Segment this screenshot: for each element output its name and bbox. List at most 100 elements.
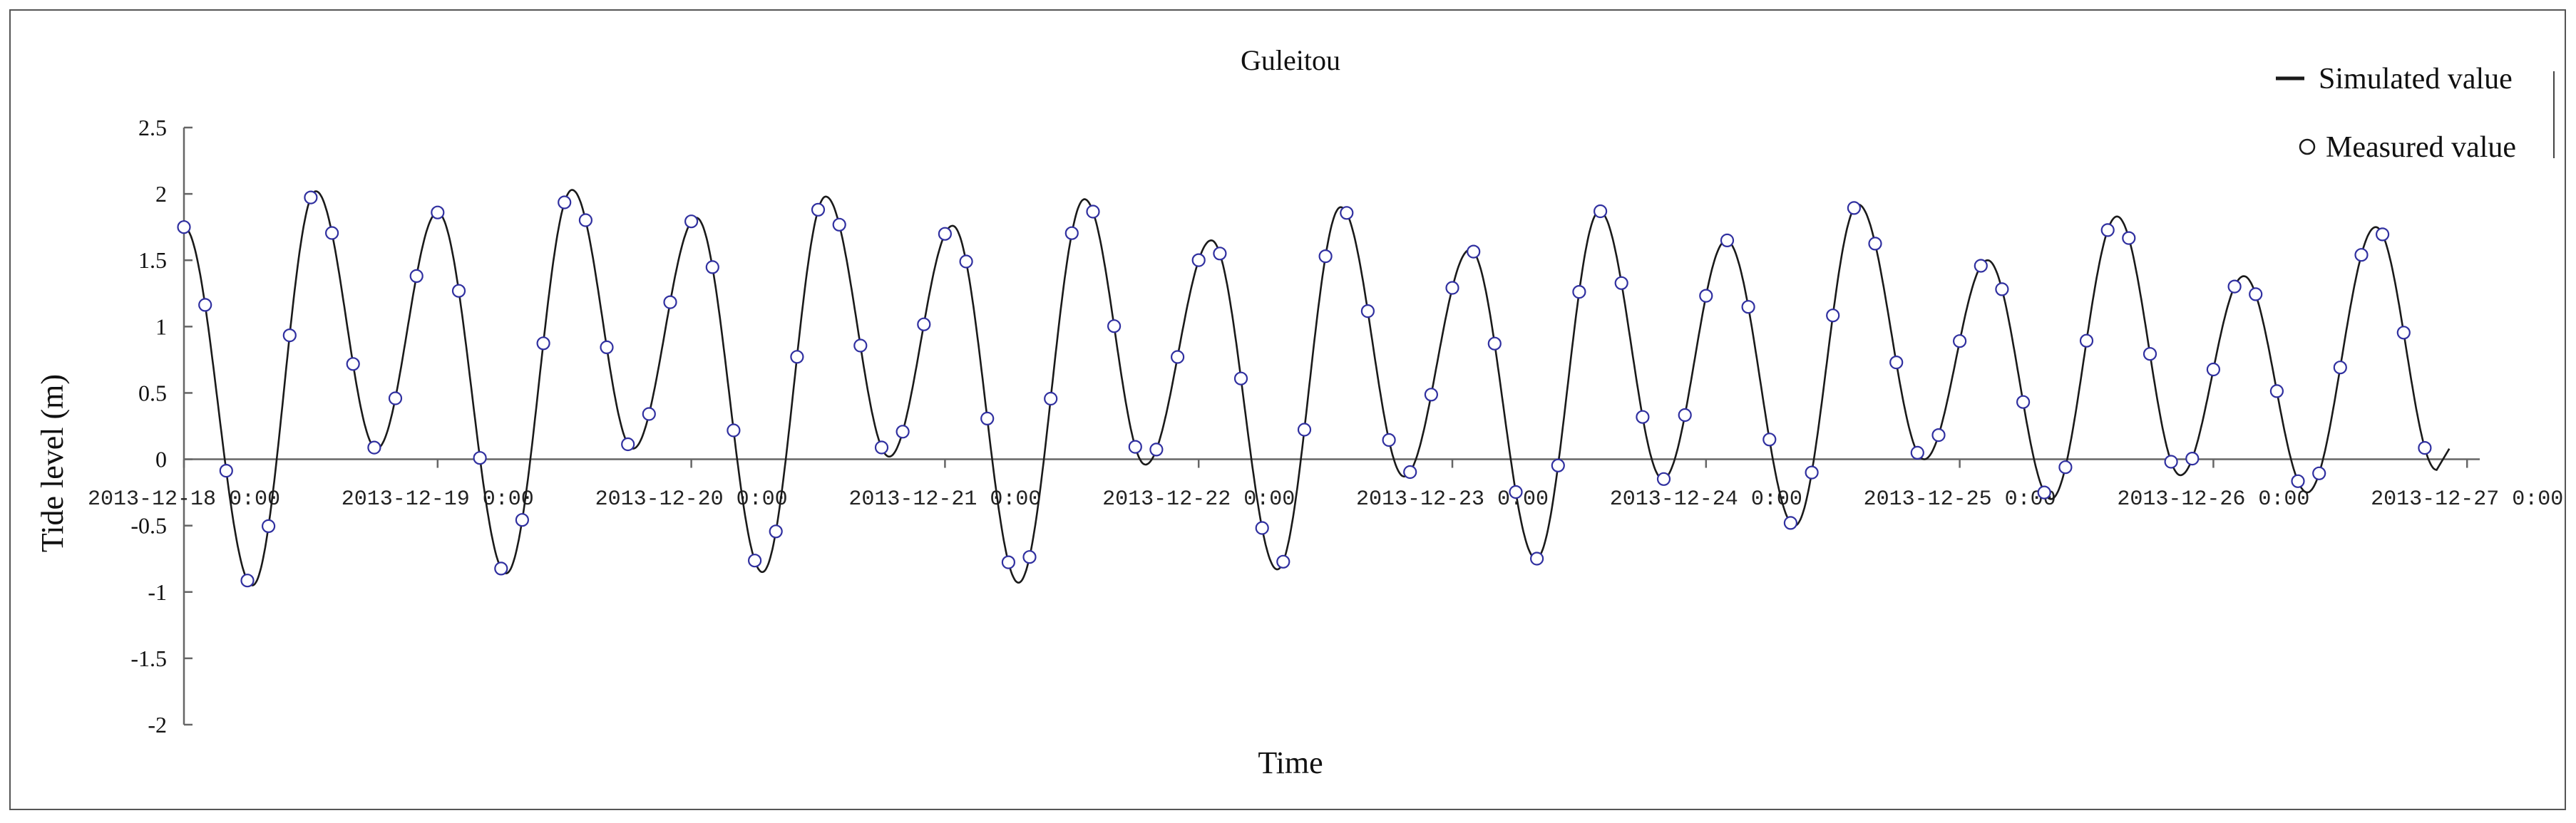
measured-value-point <box>769 524 783 539</box>
measured-value-point <box>2269 384 2284 398</box>
measured-value-point <box>1128 440 1142 454</box>
measured-value-point <box>1149 442 1164 457</box>
measured-value-point <box>1889 356 1904 370</box>
measured-value-point <box>177 220 191 234</box>
measured-value-point <box>2079 333 2094 348</box>
y-axis-ticks: 2.5 2 1.5 1 0.5 0 -0.5 -1 -1.5 -2 <box>130 115 193 737</box>
chart-frame <box>9 9 2566 810</box>
measured-value-point <box>1509 485 1523 500</box>
measured-value-point <box>1720 233 1735 247</box>
measured-value-point <box>1741 300 1755 314</box>
x-tick-label: 2013-12-20 0:00 <box>595 487 788 512</box>
measured-value-point <box>1467 244 1481 259</box>
chart-title: Guleitou <box>1241 44 1340 76</box>
measured-value-point <box>621 437 635 452</box>
measured-value-point <box>896 425 910 439</box>
y-tick-label: 0.5 <box>138 380 167 405</box>
x-tick-label: 2013-12-24 0:00 <box>1610 487 1802 512</box>
measured-value-point <box>811 202 826 217</box>
x-tick-label: 2013-12-21 0:00 <box>848 487 1041 512</box>
y-tick-label: -1 <box>148 579 167 605</box>
measured-value-point <box>980 411 995 426</box>
measured-value-point <box>2291 474 2305 488</box>
measured-value-point <box>304 190 318 205</box>
measured-value-point <box>1276 554 1290 569</box>
measured-value-point <box>2396 326 2411 340</box>
measured-value-point <box>1086 205 1100 219</box>
y-tick-label: 1 <box>155 314 167 339</box>
measured-value-point <box>1022 550 1037 564</box>
x-tick-label: 2013-12-22 0:00 <box>1102 487 1295 512</box>
measured-value-point <box>2354 248 2369 262</box>
x-tick-label: 2013-12-27 0:00 <box>2371 487 2563 512</box>
measured-value-point <box>2122 231 2136 245</box>
x-axis-title: Time <box>1258 745 1323 780</box>
measured-value-point <box>1001 555 1016 569</box>
measured-value-point <box>473 451 487 465</box>
measured-value-point <box>431 205 445 219</box>
measured-value-point <box>2333 361 2347 375</box>
measured-value-point <box>1931 428 1946 442</box>
measured-value-point <box>2312 466 2326 480</box>
y-tick-label: 0 <box>155 447 167 472</box>
measured-value-point <box>1974 259 1988 273</box>
measured-value-point <box>1572 285 1586 299</box>
measured-value-point <box>198 298 212 312</box>
measured-value-point <box>1318 249 1333 264</box>
measured-value-point <box>578 213 593 227</box>
measured-value-point <box>1699 289 1713 303</box>
measured-value-point <box>1910 445 1924 460</box>
measured-value-point <box>2249 287 2263 301</box>
measured-value-point <box>2206 362 2220 377</box>
measured-value-point <box>536 336 550 351</box>
measured-value-point <box>1783 516 1797 530</box>
measured-value-point <box>1805 465 1819 480</box>
measured-value-point <box>1614 276 1628 290</box>
measured-value-point <box>2164 455 2178 469</box>
measured-value-point <box>2058 460 2073 475</box>
measured-value-point <box>1445 281 1459 295</box>
measured-value-point <box>600 340 614 354</box>
x-axis-ticks: 2013-12-18 0:00 2013-12-19 0:00 2013-12-20… <box>88 459 2563 512</box>
measured-value-point <box>219 463 233 478</box>
measured-value-point <box>262 519 276 534</box>
measured-value-point <box>938 227 953 241</box>
measured-value-point <box>325 226 339 240</box>
measured-value-point <box>1868 237 1882 251</box>
measured-value-point <box>1953 334 1967 348</box>
measured-value-point <box>558 195 572 209</box>
measured-value-point <box>2418 440 2432 455</box>
measured-value-point <box>684 214 699 229</box>
measured-value-point <box>790 350 804 364</box>
x-tick-label: 2013-12-25 0:00 <box>1864 487 2056 512</box>
measured-value-point <box>1191 253 1206 267</box>
measured-value-point <box>1424 388 1439 402</box>
simulated-value-line <box>183 189 2451 586</box>
legend-measured-label: Measured value <box>2326 131 2516 164</box>
measured-value-point <box>663 295 677 309</box>
x-tick-label: 2013-12-26 0:00 <box>2117 487 2309 512</box>
measured-value-point <box>832 217 846 232</box>
measured-value-point <box>1487 336 1502 351</box>
measured-value-point <box>346 357 360 371</box>
measured-value-point <box>1044 391 1058 406</box>
measured-value-markers <box>177 190 2432 588</box>
measured-value-point <box>727 423 741 438</box>
measured-value-point <box>917 317 931 331</box>
y-tick-label: -0.5 <box>130 513 167 539</box>
y-tick-label: -1.5 <box>130 646 167 671</box>
y-axis-title: Tide level (m) <box>35 374 70 552</box>
measured-value-point <box>1678 408 1692 423</box>
measured-value-point <box>1107 319 1122 333</box>
measured-value-point <box>1762 433 1777 447</box>
y-tick-label: -2 <box>148 712 167 737</box>
measured-value-point <box>1213 247 1227 261</box>
measured-value-point <box>2227 279 2242 294</box>
measured-value-point <box>1360 304 1375 319</box>
measured-value-point <box>388 391 403 405</box>
measured-value-point <box>1656 472 1671 486</box>
measured-value-point <box>515 513 530 527</box>
measured-value-point <box>367 440 381 455</box>
measured-value-point <box>1170 350 1185 364</box>
measured-value-point <box>2037 485 2051 500</box>
